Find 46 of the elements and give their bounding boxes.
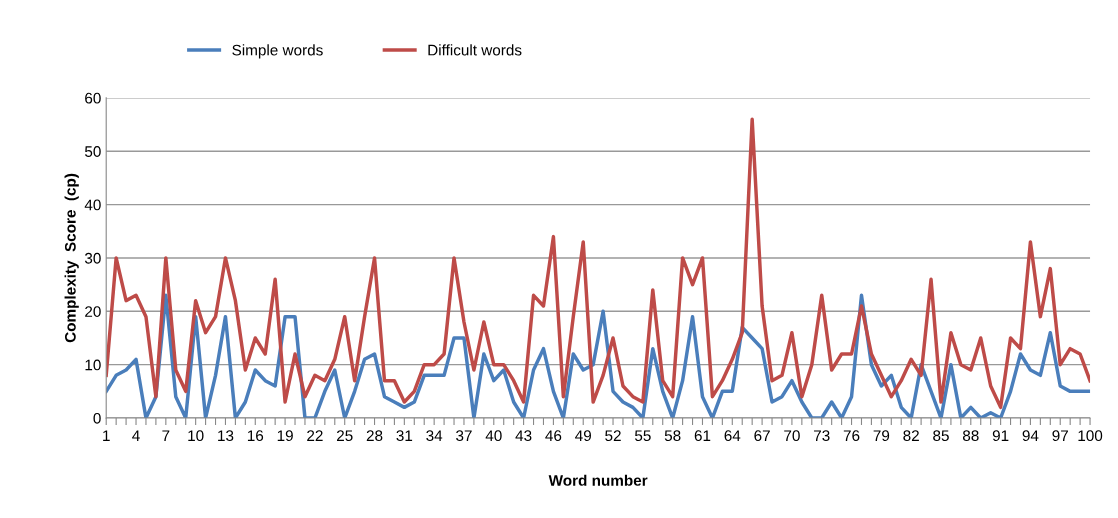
y-tick-label: 30 [84, 252, 101, 264]
x-tick-label: 79 [873, 430, 890, 442]
x-tick-label: 22 [307, 430, 323, 441]
x-tick-label: 13 [218, 430, 234, 442]
x-tick-label: 91 [992, 430, 1009, 442]
line-series [106, 117, 1091, 410]
x-tick-label: 16 [247, 430, 264, 442]
x-axis-title: Word number [548, 474, 648, 486]
x-tick-label: 31 [396, 430, 413, 442]
x-tick-label: 64 [724, 430, 741, 442]
legend-label: Simple words [232, 44, 323, 59]
x-tick-label: 37 [456, 430, 472, 442]
x-tick-label: 55 [634, 430, 651, 442]
y-tick-label: 20 [85, 306, 101, 317]
x-tick-label: 82 [903, 430, 919, 442]
y-tick-label: 0 [93, 412, 101, 424]
x-tick-label: 7 [162, 430, 170, 441]
x-tick-label: 40 [485, 430, 502, 442]
x-tick-label: 34 [426, 430, 443, 442]
x-tick-label: 76 [843, 430, 860, 442]
x-tick-label: 88 [962, 430, 979, 442]
x-tick-label: 52 [605, 430, 621, 442]
x-tick-label: 58 [664, 430, 681, 442]
y-tick-label: 60 [85, 92, 101, 104]
y-tick-label: 50 [84, 146, 101, 157]
x-tick-label: 28 [366, 430, 383, 442]
legend-label: Difficult words [428, 44, 522, 56]
x-tick-label: 100 [1078, 430, 1103, 442]
x-tick-label: 49 [575, 430, 591, 442]
x-tick-label: 73 [814, 430, 830, 442]
y-tick-label: 40 [84, 199, 101, 211]
x-tick-label: 97 [1052, 430, 1068, 442]
x-tick-label: 25 [336, 430, 353, 442]
x-tick-label: 94 [1022, 430, 1039, 442]
x-tick-label: 46 [545, 430, 562, 442]
x-tick-label: 85 [933, 430, 949, 442]
x-tick-label: 10 [188, 430, 204, 442]
x-tick-label: 1 [103, 430, 110, 441]
x-tick-label: 67 [754, 430, 770, 442]
x-tick-label: 61 [694, 430, 711, 442]
x-tick-label: 19 [277, 430, 293, 442]
x-tick-label: 70 [784, 430, 800, 442]
y-tick-label: 10 [85, 359, 101, 371]
y-axis-title: Complexity Score (cp) [64, 173, 79, 343]
x-tick-label: 43 [515, 430, 532, 442]
x-tick-label: 4 [132, 430, 140, 441]
